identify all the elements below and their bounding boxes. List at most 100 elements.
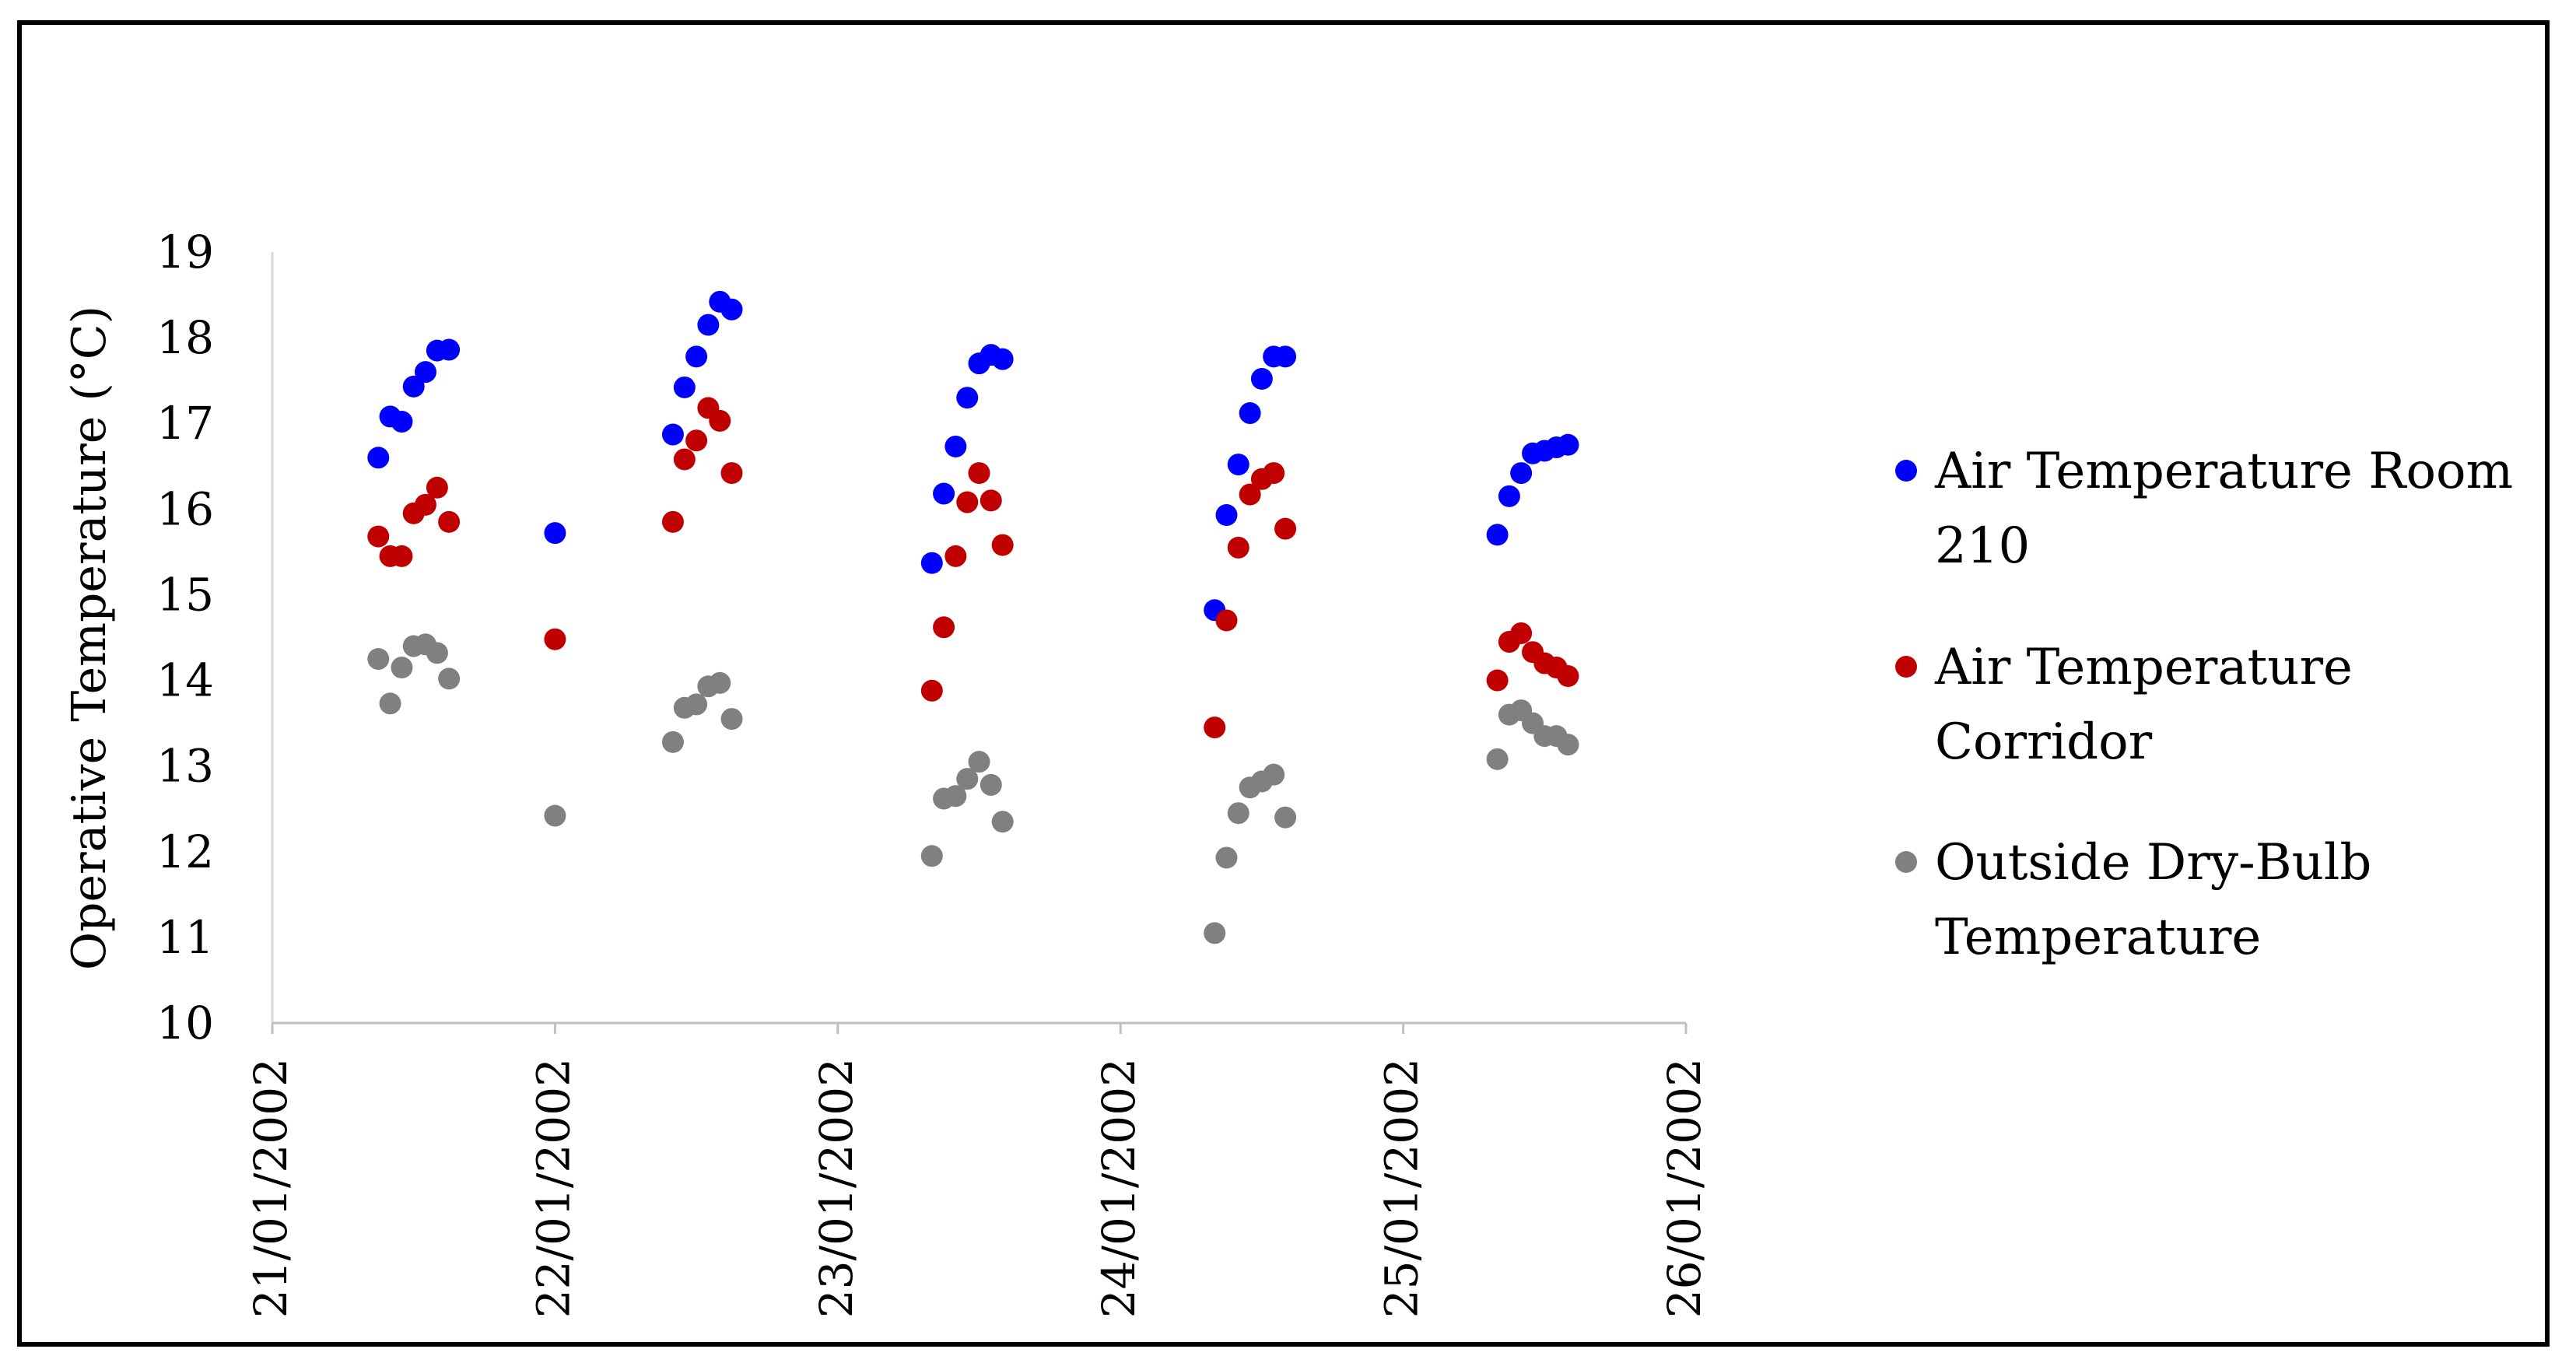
data-point (1263, 462, 1285, 485)
data-point (709, 409, 731, 432)
x-tick-labels: 21/01/2002 22/01/2002 23/01/2002 24/01/2002… (244, 1023, 1711, 1318)
data-point (367, 648, 390, 671)
data-point (968, 462, 990, 485)
data-point (1486, 748, 1509, 770)
data-point (956, 768, 979, 790)
legend: Air Temperature Room 210 Air Temperature Co… (1895, 443, 2513, 966)
data-point (945, 545, 967, 567)
legend-marker (1895, 656, 1917, 678)
data-point (673, 376, 696, 398)
data-point (1510, 622, 1533, 644)
y-tick-label: 13 (156, 740, 214, 793)
data-point (1239, 483, 1261, 506)
data-point (544, 522, 566, 545)
legend-item: Air Temperature Corridor (1895, 639, 2353, 771)
data-point (426, 476, 448, 499)
data-point (933, 616, 955, 639)
data-point (544, 628, 566, 650)
data-point (438, 510, 461, 533)
data-point (956, 387, 979, 409)
data-point (391, 545, 413, 567)
data-point (673, 448, 696, 471)
data-point (933, 482, 955, 505)
y-tick-label: 18 (156, 311, 214, 364)
data-point (1215, 504, 1238, 527)
data-point (920, 552, 943, 574)
axes (271, 252, 1686, 1025)
data-point (1557, 665, 1579, 688)
data-point (544, 804, 566, 827)
x-tick-label: 23/01/2002 (810, 1058, 863, 1318)
data-point (1227, 454, 1249, 476)
series-0 (367, 290, 1579, 622)
data-point (402, 375, 425, 398)
data-point (1274, 806, 1297, 829)
data-point (945, 785, 967, 808)
y-tick-label: 14 (156, 654, 214, 707)
data-point (367, 447, 390, 469)
data-point (391, 411, 413, 433)
data-point (426, 642, 448, 664)
series-1 (367, 397, 1579, 739)
data-point (391, 657, 413, 679)
data-point (968, 751, 990, 773)
legend-label: Temperature (1935, 909, 2261, 966)
data-point (1204, 922, 1226, 944)
legend-item: Outside Dry-Bulb Temperature (1895, 834, 2371, 966)
y-tick-label: 19 (156, 226, 214, 279)
data-point (685, 429, 708, 452)
data-point (1498, 485, 1520, 507)
data-point (685, 693, 708, 716)
data-point (980, 489, 1002, 512)
x-tick-label: 22/01/2002 (527, 1058, 580, 1318)
data-point (367, 525, 390, 548)
data-point (438, 667, 461, 690)
data-point (1274, 517, 1297, 540)
data-point (720, 298, 743, 321)
data-point (661, 731, 684, 753)
chart-frame (17, 20, 2550, 1347)
data-point (1486, 669, 1509, 692)
data-point (991, 348, 1014, 370)
data-point (1204, 717, 1226, 739)
data-point (1215, 609, 1238, 632)
data-point (379, 692, 401, 715)
legend-label: Air Temperature (1934, 639, 2353, 696)
data-point (685, 345, 708, 368)
data-point (945, 435, 967, 457)
data-point (1215, 846, 1238, 869)
series-2 (367, 633, 1579, 944)
data-point (697, 314, 720, 336)
data-point (1274, 345, 1297, 368)
data-point (1486, 524, 1509, 546)
legend-marker (1895, 851, 1917, 873)
data-point (720, 462, 743, 485)
y-tick-label: 11 (156, 911, 214, 964)
legend-label: Outside Dry-Bulb (1935, 834, 2371, 892)
data-point (1557, 734, 1579, 756)
data-point (956, 491, 979, 513)
y-tick-labels: 10 11 12 13 14 15 16 17 18 19 (156, 226, 214, 1049)
x-tick-label: 21/01/2002 (244, 1058, 297, 1318)
data-point (1510, 462, 1533, 485)
legend-item: Air Temperature Room 210 (1895, 443, 2513, 575)
y-axis-label: Operative Temperature (°C) (62, 306, 117, 970)
data-point (709, 671, 731, 694)
data-point (1557, 433, 1579, 456)
data-point (991, 811, 1014, 833)
data-point (661, 510, 684, 533)
data-point (1227, 802, 1249, 825)
legend-label: Corridor (1935, 713, 2153, 771)
data-point (920, 679, 943, 702)
legend-marker (1895, 460, 1917, 482)
x-tick-label: 25/01/2002 (1376, 1058, 1428, 1318)
data-point (920, 845, 943, 867)
data-point (1239, 402, 1261, 425)
data-point (414, 361, 436, 384)
x-tick-label: 24/01/2002 (1092, 1058, 1145, 1318)
data-point (414, 493, 436, 516)
data-point (1227, 536, 1249, 559)
y-tick-label: 16 (156, 482, 214, 535)
data-point (1263, 763, 1285, 786)
